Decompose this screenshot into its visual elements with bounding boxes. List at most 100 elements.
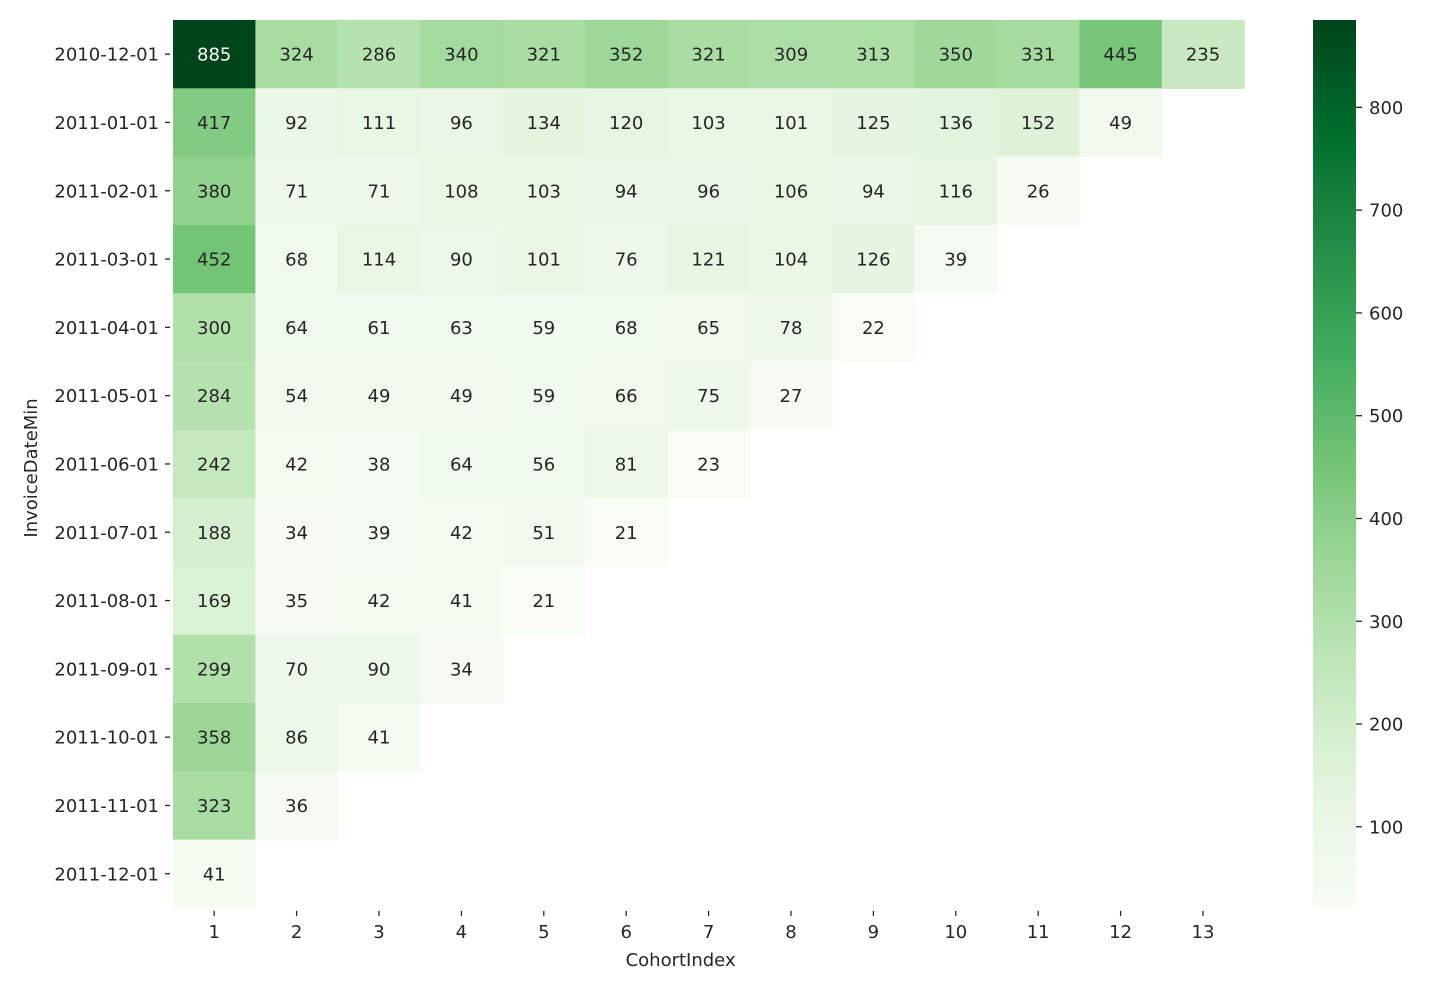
heatmap-cell	[1161, 20, 1245, 89]
y-tick-label: 2011-10-01	[54, 728, 159, 749]
heatmap-cell	[667, 429, 751, 499]
cell-value-label: 111	[362, 113, 396, 134]
heatmap-cell	[337, 634, 421, 704]
heatmap-cell	[420, 88, 504, 158]
cell-value-label: 49	[368, 386, 391, 407]
heatmap-cell	[667, 224, 751, 294]
x-tick-label: 7	[703, 922, 714, 943]
cell-value-label: 106	[774, 181, 808, 202]
cell-value-label: 169	[197, 591, 231, 612]
cell-value-label: 120	[609, 113, 643, 134]
heatmap-cell	[585, 88, 668, 158]
heatmap-cell	[997, 88, 1080, 158]
heatmap-cell	[173, 566, 256, 636]
heatmap-cell	[749, 361, 833, 431]
heatmap-cell	[337, 20, 421, 89]
cell-value-label: 71	[285, 181, 308, 202]
cell-value-label: 63	[450, 318, 473, 339]
cell-value-label: 96	[697, 181, 720, 202]
colorbar-tick-label: 100	[1369, 817, 1403, 838]
heatmap-cell	[173, 20, 256, 89]
cell-value-label: 380	[197, 181, 231, 202]
cell-value-label: 121	[691, 250, 725, 271]
y-tick-label: 2011-06-01	[54, 454, 159, 475]
cell-value-label: 70	[285, 659, 308, 680]
heatmap-cell	[173, 224, 256, 294]
cell-value-label: 324	[279, 45, 313, 66]
cell-value-label: 26	[1027, 181, 1050, 202]
heatmap-cell	[585, 224, 668, 294]
cell-value-label: 94	[862, 181, 885, 202]
heatmap-cell	[337, 703, 421, 772]
cell-value-label: 66	[615, 386, 638, 407]
cell-value-label: 64	[285, 318, 308, 339]
colorbar-tick-label: 700	[1369, 201, 1403, 222]
cell-value-label: 81	[615, 454, 638, 475]
cell-value-label: 42	[368, 591, 391, 612]
cell-value-label: 59	[532, 386, 555, 407]
cell-value-label: 78	[780, 318, 803, 339]
cell-value-label: 94	[615, 181, 638, 202]
cell-value-label: 38	[368, 454, 391, 475]
y-tick-label: 2011-03-01	[54, 250, 159, 271]
heatmap-cell	[420, 20, 504, 89]
heatmap-cell	[173, 293, 256, 363]
colorbar-tick-label: 400	[1369, 509, 1403, 530]
cell-value-label: 321	[691, 45, 725, 66]
heatmap-cell	[667, 293, 751, 363]
heatmap-cell	[1079, 20, 1163, 89]
heatmap-cell	[502, 88, 586, 158]
heatmap-cell	[337, 224, 421, 294]
cell-value-label: 321	[527, 45, 561, 66]
heatmap-cell	[749, 20, 833, 89]
heatmap-cell	[502, 224, 586, 294]
colorbar-tick-label: 200	[1369, 715, 1403, 736]
y-tick-label: 2011-05-01	[54, 386, 159, 407]
heatmap-cell	[667, 88, 751, 158]
heatmap-cell	[337, 361, 421, 431]
cell-value-label: 340	[444, 45, 478, 66]
heatmap-cell	[585, 156, 668, 226]
heatmap-cell	[337, 429, 421, 499]
heatmap-cell	[585, 429, 668, 499]
colorbar-tick-label: 800	[1369, 98, 1403, 119]
cell-value-label: 56	[532, 454, 555, 475]
x-tick-label: 9	[868, 922, 879, 943]
cell-value-label: 68	[615, 318, 638, 339]
heatmap-cell	[832, 293, 916, 363]
heatmap-cell	[585, 293, 668, 363]
cell-value-label: 103	[527, 181, 561, 202]
cell-value-label: 452	[197, 250, 231, 271]
x-tick-label: 10	[944, 922, 967, 943]
cell-value-label: 39	[944, 250, 967, 271]
cell-value-label: 188	[197, 523, 231, 544]
cell-value-label: 96	[450, 113, 473, 134]
heatmap-cell	[914, 88, 998, 158]
heatmap-cell	[337, 498, 421, 567]
heatmap-cell	[420, 156, 504, 226]
heatmap-cell	[502, 156, 586, 226]
cell-value-label: 152	[1021, 113, 1055, 134]
x-axis-title: CohortIndex	[626, 950, 736, 971]
cell-value-label: 39	[368, 523, 391, 544]
cell-value-label: 61	[368, 318, 391, 339]
heatmap-cell	[502, 20, 586, 89]
heatmap-cell	[255, 771, 339, 841]
cell-value-label: 885	[197, 45, 231, 66]
heatmap-cell	[749, 156, 833, 226]
colorbar-tick-label: 300	[1369, 612, 1403, 633]
y-tick-label: 2011-08-01	[54, 591, 159, 612]
cell-value-label: 104	[774, 250, 808, 271]
cell-value-label: 54	[285, 386, 308, 407]
heatmap-cell	[255, 634, 339, 704]
colorbar-tick-label: 600	[1369, 303, 1403, 324]
cell-value-label: 35	[285, 591, 308, 612]
cell-value-label: 90	[368, 659, 391, 680]
cell-value-label: 21	[532, 591, 555, 612]
heatmap-cell	[255, 156, 339, 226]
heatmap-cell	[1079, 88, 1163, 158]
cell-value-label: 41	[450, 591, 473, 612]
heatmap-cell	[502, 429, 586, 499]
heatmap-cell	[502, 293, 586, 363]
